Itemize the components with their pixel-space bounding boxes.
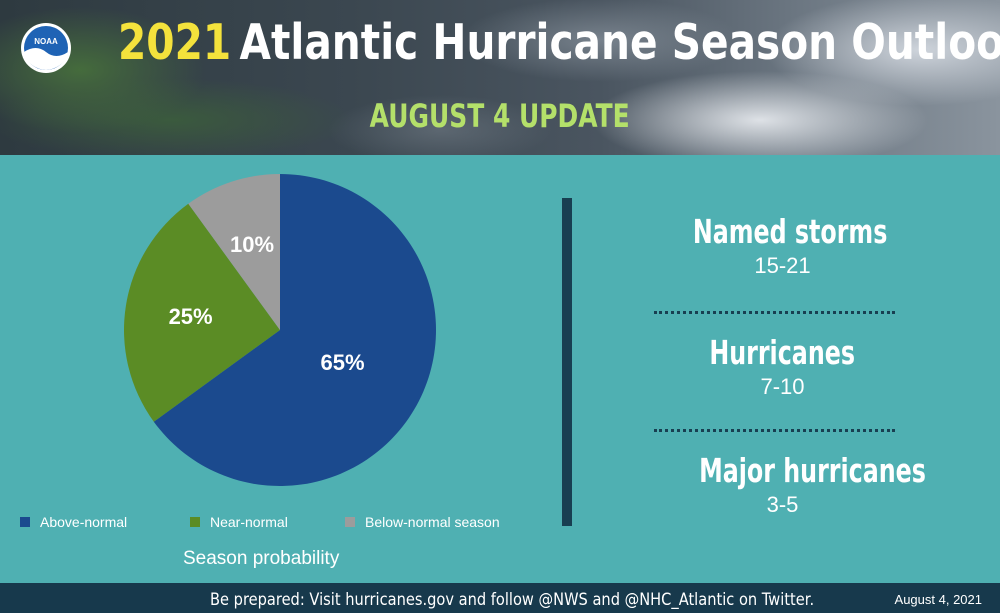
page-title: 2021 Atlantic Hurricane Season Outlook	[118, 14, 1000, 84]
logo-text: NOAA	[34, 37, 58, 46]
pie-data-label: 65%	[320, 350, 364, 375]
dotted-divider	[654, 311, 895, 314]
dotted-divider	[654, 429, 895, 432]
legend-label-above-normal: Above-normal	[40, 514, 128, 530]
stat-label-text: Hurricanes	[709, 333, 856, 372]
chart-legend: Above-normal Near-normal Below-normal se…	[20, 512, 550, 532]
stat-label: Hurricanes	[655, 333, 910, 372]
stat-value: 3-5	[766, 492, 799, 517]
vertical-divider	[562, 198, 572, 526]
subtitle: AUGUST 4 UPDATE	[0, 97, 1000, 135]
pie-labels: 65% 25% 10%	[169, 232, 365, 375]
footer-bar: Be prepared: Visit hurricanes.gov and fo…	[0, 583, 1000, 613]
noaa-logo-icon: NOAA	[21, 23, 71, 73]
stat-value: 15-21	[754, 253, 811, 278]
legend-swatch-near-normal	[190, 517, 200, 527]
title-year: 2021	[118, 14, 232, 71]
stat-label-text: Named storms	[692, 212, 888, 251]
stat-hurricanes: Hurricanes 7-10	[655, 333, 910, 400]
subtitle-text: AUGUST 4 UPDATE	[369, 97, 631, 135]
season-probability-pie-chart: 65% 25% 10%	[123, 174, 436, 486]
footer-date: August 4, 2021	[894, 592, 982, 607]
pie-slices	[123, 174, 436, 486]
pie-data-label: 10%	[230, 232, 274, 257]
stat-value: 7-10	[760, 374, 805, 399]
legend-swatch-above-normal	[20, 517, 30, 527]
legend-label-near-normal: Near-normal	[210, 514, 288, 530]
legend-label-below-normal: Below-normal season	[365, 514, 500, 530]
header-banner: NOAA 2021 Atlantic Hurricane Season Outlo…	[0, 0, 1000, 155]
stat-label: Named storms	[655, 212, 910, 251]
stat-label-text: Major hurricanes	[699, 451, 926, 490]
legend-swatch-below-normal	[345, 517, 355, 527]
pie-data-label: 25%	[169, 304, 213, 329]
stat-named-storms: Named storms 15-21	[655, 212, 910, 279]
title-text: Atlantic Hurricane Season Outlook	[239, 14, 1000, 71]
pie-slice-above-normal	[153, 174, 436, 486]
footer-text: Be prepared: Visit hurricanes.gov and fo…	[210, 590, 815, 610]
stat-label: Major hurricanes	[655, 451, 926, 490]
chart-caption: Season probability	[183, 548, 340, 569]
stat-major-hurricanes: Major hurricanes 3-5	[655, 451, 926, 518]
pie-slice-below-normal-season	[188, 174, 280, 330]
pie-slice-near-normal	[123, 203, 280, 422]
